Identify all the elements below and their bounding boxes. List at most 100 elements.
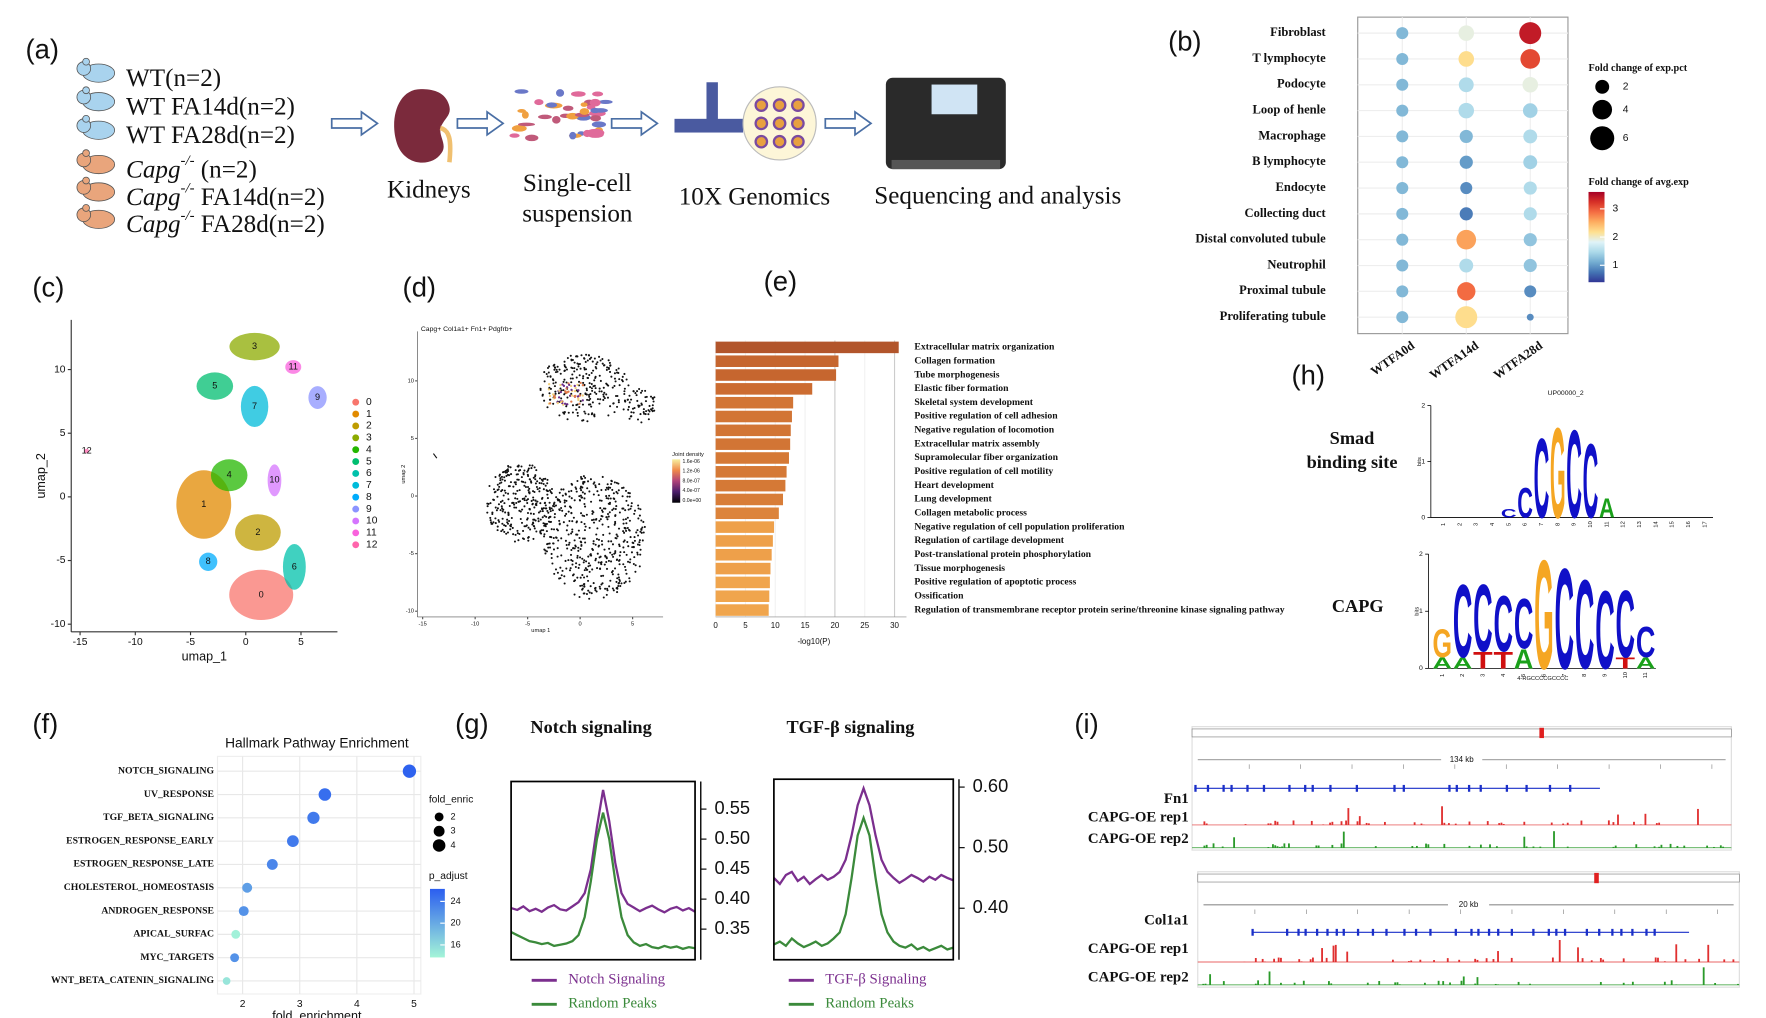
bar xyxy=(715,341,899,354)
series-line xyxy=(773,814,954,952)
dot xyxy=(1396,104,1409,117)
span-mask xyxy=(1441,754,1483,766)
cell-point xyxy=(570,549,573,552)
cell-point xyxy=(558,509,561,512)
signal-peak xyxy=(1495,846,1498,848)
y-tick-label: 0.40 xyxy=(973,896,1009,917)
cell-point xyxy=(612,492,615,495)
cell-point xyxy=(563,402,567,405)
cell-point xyxy=(605,567,609,570)
cell-point xyxy=(633,556,636,559)
motif-title: UP00000_2 xyxy=(1548,390,1584,397)
dot xyxy=(1459,258,1474,273)
legend-label: 1.2e-06 xyxy=(682,469,700,475)
dot xyxy=(1459,155,1473,169)
cell-point xyxy=(496,529,499,532)
cell-point xyxy=(552,402,555,405)
cell-icon xyxy=(546,102,558,108)
step-label: Single-cell xyxy=(523,170,632,197)
cell-point xyxy=(524,481,527,484)
cell-point xyxy=(634,564,637,567)
cell-point xyxy=(566,524,569,527)
signal-peak xyxy=(1517,981,1520,985)
cell-point xyxy=(539,510,542,513)
term-label: Positive regulation of cell motility xyxy=(914,466,1053,477)
cell-point xyxy=(584,412,587,415)
cell-point xyxy=(601,510,604,513)
cell-point xyxy=(526,517,529,520)
term-label: Tube morphogenesis xyxy=(914,369,999,380)
cell-point xyxy=(602,395,605,398)
signal-peak xyxy=(1396,982,1399,985)
cell-point xyxy=(611,573,614,576)
cluster-label: 8 xyxy=(206,556,211,566)
cell-point xyxy=(616,492,619,495)
cell-point xyxy=(607,525,610,528)
bar xyxy=(715,466,787,478)
cell-point xyxy=(622,546,625,549)
cell-point xyxy=(532,512,535,515)
chart-title: Notch signaling xyxy=(530,717,651,737)
cell-icon xyxy=(511,124,527,132)
cell-point xyxy=(546,406,549,409)
cell-point xyxy=(552,536,555,540)
row-label: B lymphocyte xyxy=(1252,154,1326,168)
cell-point xyxy=(579,400,582,403)
cell-point xyxy=(585,560,588,563)
arrow xyxy=(330,110,379,137)
bar xyxy=(715,452,789,464)
cell-point xyxy=(631,541,634,544)
y-tick-label: 0.35 xyxy=(714,917,750,938)
legend-dot xyxy=(1592,99,1613,120)
panel-label: (e) xyxy=(764,266,798,297)
cell-point xyxy=(649,408,653,411)
cell-point xyxy=(610,560,613,563)
cell-point xyxy=(577,546,580,549)
cell-point xyxy=(579,556,582,559)
dot xyxy=(1522,77,1539,93)
cell-point xyxy=(529,528,532,531)
cell-point xyxy=(594,484,597,487)
cell-point xyxy=(616,577,619,580)
cell-point xyxy=(559,383,562,387)
cell-point xyxy=(503,524,506,527)
signal-peak xyxy=(1203,821,1206,825)
legend-dot xyxy=(352,458,360,466)
track-label: CAPG-OE rep2 xyxy=(1088,831,1189,847)
cell-point xyxy=(560,389,563,392)
cell-point xyxy=(598,519,601,522)
bar xyxy=(715,369,837,381)
exon xyxy=(1505,784,1509,792)
signal-peak xyxy=(1723,959,1726,963)
cell-point xyxy=(564,539,567,542)
cell-point xyxy=(496,525,499,528)
signal-peak xyxy=(1331,844,1334,848)
cell-point xyxy=(517,478,520,481)
cell-point xyxy=(513,503,516,506)
cell-point xyxy=(519,517,522,521)
cell-point xyxy=(510,516,513,520)
y-axis-label: bits xyxy=(1417,457,1423,466)
x-tick-label: -5 xyxy=(525,621,530,627)
cell-point xyxy=(599,398,602,401)
cluster-label: 1 xyxy=(201,499,206,509)
cell-point xyxy=(622,507,625,510)
cell-point xyxy=(581,491,584,494)
signal-peak xyxy=(1340,821,1343,825)
cell-point xyxy=(600,583,603,586)
cell-point xyxy=(576,362,579,365)
y-tick-label: 10 xyxy=(408,378,414,384)
cell-icon xyxy=(598,99,613,105)
signal-peak xyxy=(1358,816,1361,825)
cell-point xyxy=(555,536,558,539)
cell-point xyxy=(628,417,631,420)
signal-peak xyxy=(1622,982,1625,985)
legend-label: 2 xyxy=(1623,82,1629,93)
signal-peak xyxy=(1644,813,1647,825)
cell-point xyxy=(520,521,524,524)
cell-point xyxy=(511,526,514,529)
cell-point xyxy=(615,537,618,540)
y-tick-label: 0.45 xyxy=(714,857,750,878)
dot xyxy=(402,764,417,778)
signal-peak xyxy=(1330,983,1333,985)
